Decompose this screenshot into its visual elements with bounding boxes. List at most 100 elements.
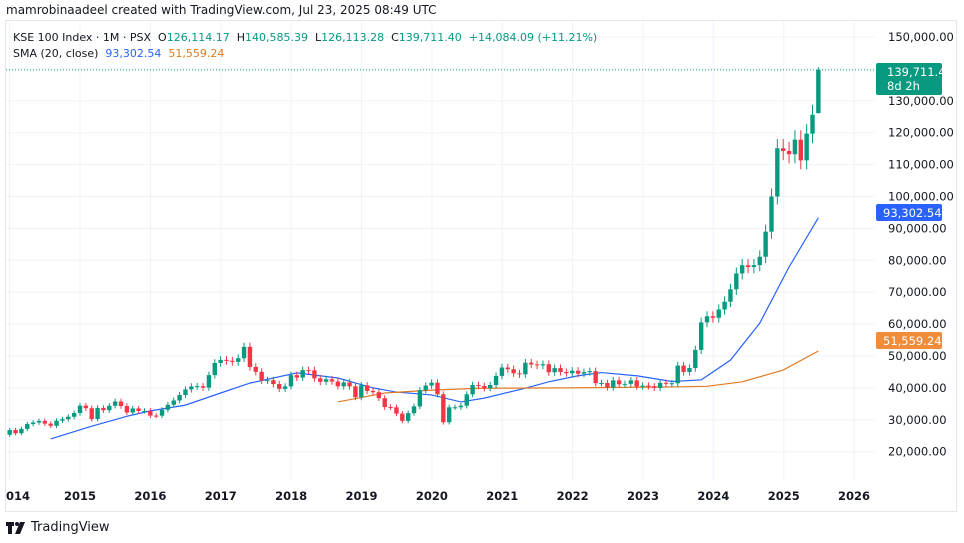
y-tick-label: 70,000.00: [888, 285, 947, 299]
candle-body: [751, 265, 757, 268]
candle-body: [329, 379, 335, 382]
close-label: C: [391, 31, 399, 44]
tradingview-logo[interactable]: TradingView: [6, 520, 110, 535]
y-tick-label: 120,000.00: [888, 126, 954, 140]
candle-body: [224, 359, 229, 361]
candle-body: [206, 375, 212, 388]
sma2-value: 51,559.24: [168, 47, 225, 60]
candle-body: [54, 420, 59, 426]
x-tick-label: 2026: [838, 489, 870, 503]
candle-body: [13, 430, 18, 434]
candle-body: [148, 410, 153, 416]
candle-body: [517, 373, 522, 375]
candle-body: [476, 385, 481, 387]
candle-body: [687, 368, 692, 372]
x-tick-label: 2024: [697, 489, 729, 503]
y-tick-label: 110,000.00: [888, 158, 954, 172]
tradingview-logo-icon: [6, 521, 25, 534]
candle-body: [159, 409, 165, 416]
candle-body: [200, 386, 206, 388]
candle-body: [546, 364, 551, 373]
candle-body: [704, 316, 710, 323]
x-tick-label: 2020: [416, 489, 448, 503]
candle-body: [230, 360, 235, 362]
candle-body: [124, 406, 130, 413]
candle-body: [411, 406, 417, 414]
legend-sma-row: SMA (20, close) 93,302.54 51,559.24: [13, 46, 597, 62]
candle-body: [429, 382, 434, 386]
candle-body: [300, 370, 305, 378]
candle-body: [36, 420, 42, 423]
candle-body: [241, 346, 247, 359]
candle-body: [769, 196, 774, 232]
candle-body: [446, 407, 452, 423]
y-tick-label: 40,000.00: [888, 381, 947, 395]
candle-body: [534, 364, 540, 366]
candle-body: [570, 370, 575, 374]
candle-body: [77, 405, 83, 414]
candle-body: [616, 380, 622, 385]
high-value: 140,585.39: [244, 31, 308, 44]
candle-body: [529, 362, 534, 365]
sma2-badge-value: 51,559.24: [883, 334, 942, 348]
candle-body: [622, 383, 628, 385]
candle-body: [499, 367, 505, 376]
candle-body: [505, 367, 510, 370]
candle-body: [341, 382, 346, 387]
high-label: H: [236, 31, 245, 44]
sma1-badge-value: 93,302.54: [883, 206, 942, 220]
legend-ohlc-row: KSE 100 Index · 1M · PSX O126,114.17 H14…: [13, 30, 597, 46]
candle-body: [675, 365, 680, 384]
candle-body: [271, 380, 276, 385]
candle-body: [663, 382, 669, 384]
sma-label[interactable]: SMA (20, close): [13, 47, 99, 60]
candle-body: [423, 385, 428, 391]
candle-body: [493, 375, 499, 386]
candle-body: [628, 380, 634, 384]
candle-body: [634, 380, 639, 387]
x-tick-label: 2018: [275, 489, 307, 503]
y-tick-label: 100,000.00: [888, 190, 954, 204]
candle-body: [236, 358, 241, 362]
candle-body: [95, 407, 100, 420]
candle-body: [165, 404, 171, 410]
bar-countdown: 8d 2h: [887, 79, 920, 93]
candle-body: [89, 408, 94, 420]
candle-body: [195, 386, 200, 388]
candle-body: [48, 423, 53, 426]
candle-body: [288, 375, 294, 387]
sma1-badge: [876, 204, 942, 221]
low-label: L: [314, 31, 322, 44]
candle-body: [189, 386, 194, 390]
candle-body: [42, 420, 48, 424]
candle-body: [25, 424, 30, 429]
candle-body: [265, 380, 270, 382]
candle-body: [593, 371, 598, 384]
sma1-line: [50, 217, 819, 440]
candle-body: [763, 231, 768, 257]
y-tick-label: 50,000.00: [888, 349, 947, 363]
candle-body: [564, 371, 569, 374]
candle-body: [312, 370, 317, 379]
candle-body: [30, 422, 36, 425]
candle-body: [417, 390, 423, 407]
last-price-value: 139,711.40: [887, 65, 953, 79]
candle-body: [353, 386, 358, 398]
candle-body: [693, 349, 698, 369]
candle-body: [101, 407, 106, 411]
candle-body: [452, 407, 458, 409]
candle-body: [364, 385, 370, 391]
candle-body: [130, 408, 135, 413]
candle-body: [464, 394, 469, 406]
candle-body: [7, 430, 12, 435]
candle-body: [511, 369, 516, 374]
candle-body: [405, 413, 411, 421]
candle-body: [652, 386, 657, 388]
last-price-badge: [876, 63, 942, 95]
candle-body: [136, 408, 141, 411]
low-value: 126,113.28: [321, 31, 385, 44]
x-tick-label: 2015: [64, 489, 96, 503]
grid: [6, 21, 875, 480]
symbol-label[interactable]: KSE 100 Index · 1M · PSX: [13, 31, 152, 44]
